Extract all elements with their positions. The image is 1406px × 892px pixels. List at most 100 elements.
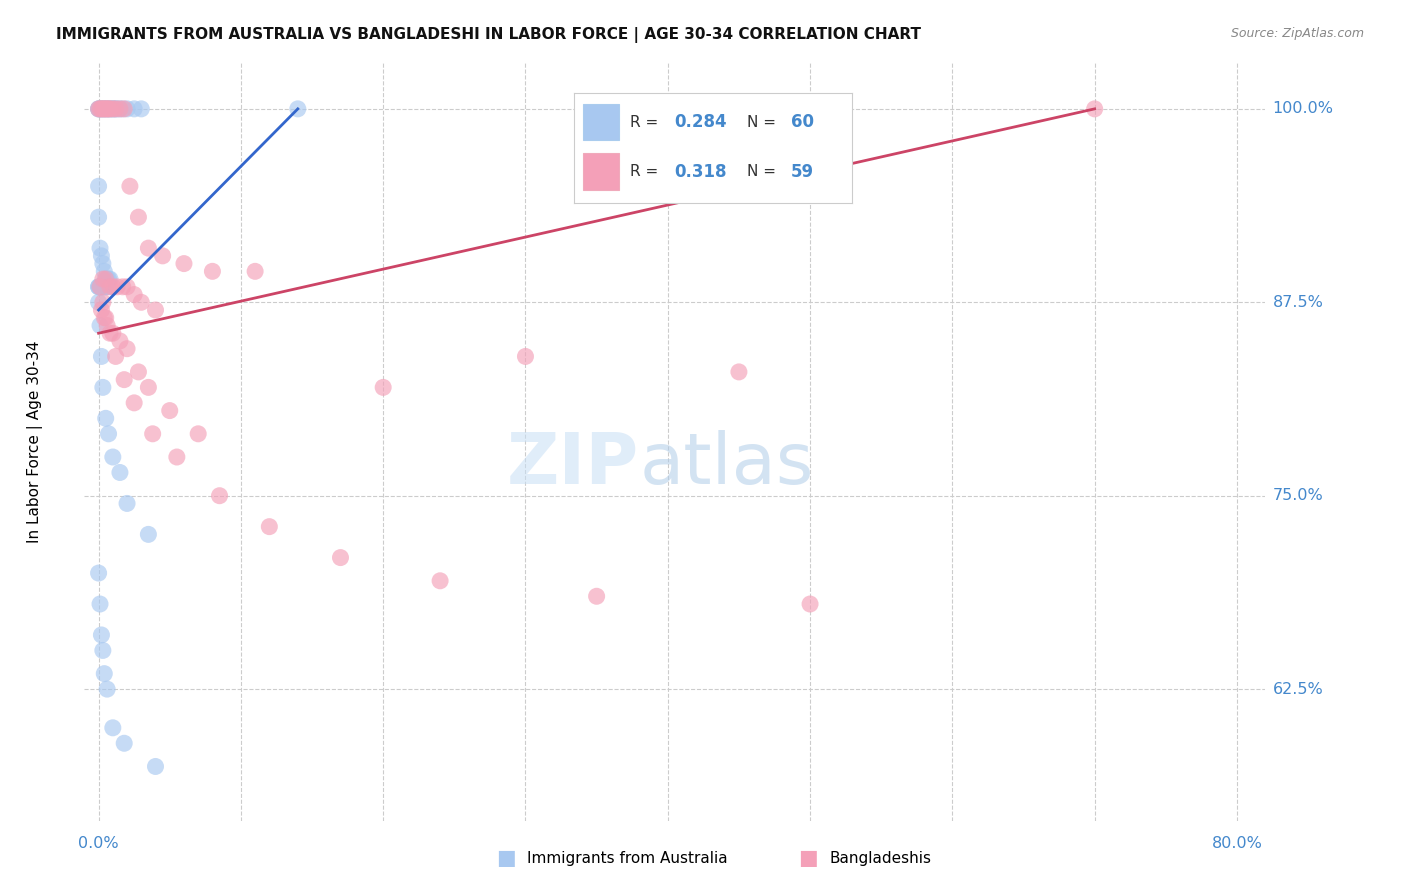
Point	[91, 257, 114, 271]
Point	[101, 102, 124, 116]
Text: 0.0%: 0.0%	[79, 836, 120, 851]
Point	[115, 342, 138, 356]
Text: 75.0%: 75.0%	[1272, 488, 1323, 503]
Text: 87.5%: 87.5%	[1272, 294, 1323, 310]
Point	[108, 334, 131, 348]
Point	[90, 102, 112, 116]
Point	[101, 102, 124, 116]
Point	[94, 310, 117, 325]
Point	[104, 102, 127, 116]
Point	[799, 597, 821, 611]
Point	[96, 682, 118, 697]
Point	[91, 102, 114, 116]
Point	[100, 102, 122, 116]
Point	[201, 264, 224, 278]
Point	[103, 102, 125, 116]
Point	[112, 102, 135, 116]
Point	[208, 489, 231, 503]
Point	[104, 350, 127, 364]
Text: Immigrants from Australia: Immigrants from Australia	[527, 851, 728, 865]
Point	[373, 380, 395, 394]
Point	[108, 102, 131, 116]
Point	[127, 365, 149, 379]
Point	[93, 280, 115, 294]
Point	[98, 280, 121, 294]
Point	[89, 318, 111, 333]
Point	[112, 373, 135, 387]
Point	[93, 666, 115, 681]
Point	[87, 102, 110, 116]
Point	[259, 519, 281, 533]
Point	[91, 102, 114, 116]
Point	[138, 380, 160, 394]
Point	[152, 249, 174, 263]
Point	[98, 326, 121, 341]
Point	[112, 736, 135, 750]
Point	[105, 102, 128, 116]
Point	[105, 280, 128, 294]
Point	[94, 411, 117, 425]
Point	[96, 280, 118, 294]
Point	[96, 272, 118, 286]
Point	[94, 272, 117, 286]
Text: ZIP: ZIP	[508, 430, 640, 500]
Point	[127, 210, 149, 224]
Point	[173, 257, 195, 271]
Point	[91, 295, 114, 310]
Point	[98, 272, 121, 286]
Point	[329, 550, 352, 565]
Point	[111, 280, 134, 294]
Point	[93, 102, 115, 116]
Text: In Labor Force | Age 30-34: In Labor Force | Age 30-34	[27, 340, 42, 543]
Point	[187, 426, 209, 441]
Point	[108, 466, 131, 480]
Point	[97, 426, 120, 441]
Point	[97, 102, 120, 116]
Text: atlas: atlas	[640, 430, 814, 500]
Point	[129, 295, 152, 310]
Point	[1084, 102, 1107, 116]
Point	[91, 280, 114, 294]
Point	[89, 280, 111, 294]
Point	[90, 102, 112, 116]
Text: ■: ■	[496, 848, 516, 868]
Text: 62.5%: 62.5%	[1272, 681, 1323, 697]
Point	[122, 287, 145, 301]
Point	[138, 241, 160, 255]
Point	[89, 102, 111, 116]
Point	[243, 264, 266, 278]
Point	[98, 102, 121, 116]
Point	[89, 280, 111, 294]
Point	[115, 102, 138, 116]
Point	[287, 102, 309, 116]
Point	[118, 179, 141, 194]
Point	[145, 303, 167, 318]
Text: ■: ■	[799, 848, 818, 868]
Point	[90, 350, 112, 364]
Text: 80.0%: 80.0%	[1212, 836, 1263, 851]
Point	[87, 280, 110, 294]
Text: Bangladeshis: Bangladeshis	[830, 851, 932, 865]
Point	[91, 272, 114, 286]
Point	[93, 264, 115, 278]
Point	[94, 102, 117, 116]
Point	[101, 326, 124, 341]
Point	[101, 721, 124, 735]
Point	[96, 102, 118, 116]
Point	[91, 280, 114, 294]
Point	[115, 496, 138, 510]
Point	[108, 102, 131, 116]
Point	[429, 574, 451, 588]
Point	[89, 102, 111, 116]
Point	[89, 280, 111, 294]
Point	[145, 759, 167, 773]
Point	[87, 102, 110, 116]
Point	[94, 280, 117, 294]
Point	[129, 102, 152, 116]
Point	[98, 102, 121, 116]
Point	[93, 102, 115, 116]
Point	[111, 102, 134, 116]
Point	[91, 380, 114, 394]
Point	[87, 102, 110, 116]
Point	[122, 102, 145, 116]
